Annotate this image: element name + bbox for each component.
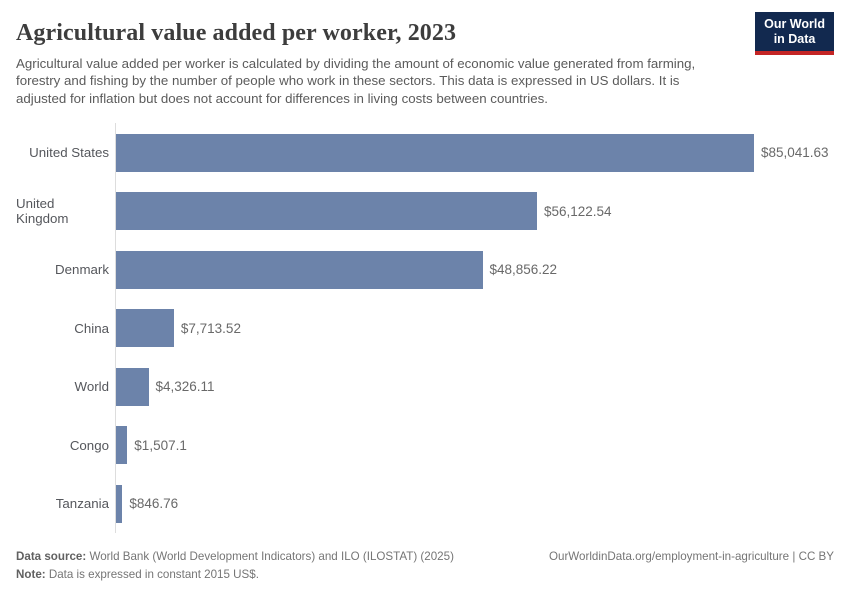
chart-row: Tanzania $846.76 <box>16 474 834 534</box>
plot-area: $48,856.22 <box>115 240 834 299</box>
plot-area: $4,326.11 <box>115 357 834 417</box>
chart-title: Agricultural value added per worker, 202… <box>16 20 457 46</box>
bar-world[interactable] <box>116 367 149 406</box>
plot-area: $85,041.63 <box>115 123 834 182</box>
bar-united-states[interactable] <box>116 133 754 172</box>
category-label-world: World <box>74 379 109 395</box>
bar-tanzania[interactable] <box>116 484 123 523</box>
plot-area: $846.76 <box>115 474 834 534</box>
category-label-united-kingdom: United Kingdom <box>16 196 69 227</box>
bar-china[interactable] <box>116 309 174 348</box>
footer-note: Note: Data is expressed in constant 2015… <box>16 568 834 582</box>
footer-line-sources: Data source: World Bank (World Developme… <box>16 550 834 564</box>
data-source-text: World Bank (World Development Indicators… <box>86 550 454 564</box>
value-label: $7,713.52 <box>180 320 241 336</box>
bar-congo[interactable] <box>116 426 128 465</box>
owid-logo[interactable]: Our World in Data <box>755 12 834 55</box>
value-label: $846.76 <box>129 496 179 512</box>
logo-line1: Our World <box>764 17 825 31</box>
bar-united-kingdom[interactable] <box>116 192 537 231</box>
chart-row: United States $85,041.63 <box>16 123 834 182</box>
data-source-label: Data source: <box>16 550 87 564</box>
bar-denmark[interactable] <box>116 250 483 289</box>
category-label-china: China <box>74 320 109 336</box>
bar-rows: United States $85,041.63 United Kingdom $56… <box>16 123 834 534</box>
footer: Data source: World Bank (World Developme… <box>16 550 834 582</box>
value-label: $56,122.54 <box>544 203 612 219</box>
category-label-congo: Congo <box>69 437 109 453</box>
data-source: Data source: World Bank (World Developme… <box>16 550 454 564</box>
category-label-denmark: Denmark <box>55 262 109 278</box>
note-label: Note: <box>16 568 46 582</box>
value-label: $85,041.63 <box>761 145 829 160</box>
chart-row: United Kingdom $56,122.54 <box>16 181 834 241</box>
value-label: $48,856.22 <box>489 262 558 278</box>
logo-line2: in Data <box>773 32 816 46</box>
header: Agricultural value added per worker, 202… <box>16 12 834 55</box>
note-text: Data is expressed in constant 2015 US$. <box>45 568 259 582</box>
chart-row: China $7,713.52 <box>16 298 834 358</box>
plot-area: $7,713.52 <box>115 298 834 358</box>
value-label: $1,507.1 <box>134 437 187 453</box>
bar-chart: United States $85,041.63 United Kingdom $56… <box>16 123 834 534</box>
value-label: $4,326.11 <box>155 379 215 395</box>
chart-row: Congo $1,507.1 <box>16 416 834 475</box>
owid-url-link[interactable]: OurWorldinData.org/employment-in-agricul… <box>548 550 834 564</box>
plot-area: $56,122.54 <box>115 181 834 241</box>
plot-area: $1,507.1 <box>115 416 834 475</box>
chart-subtitle: Agricultural value added per worker is c… <box>16 56 696 106</box>
chart-row: World $4,326.11 <box>16 357 834 417</box>
category-label-united-states: United States <box>29 145 109 160</box>
category-label-tanzania: Tanzania <box>55 496 109 512</box>
chart-row: Denmark $48,856.22 <box>16 240 834 299</box>
